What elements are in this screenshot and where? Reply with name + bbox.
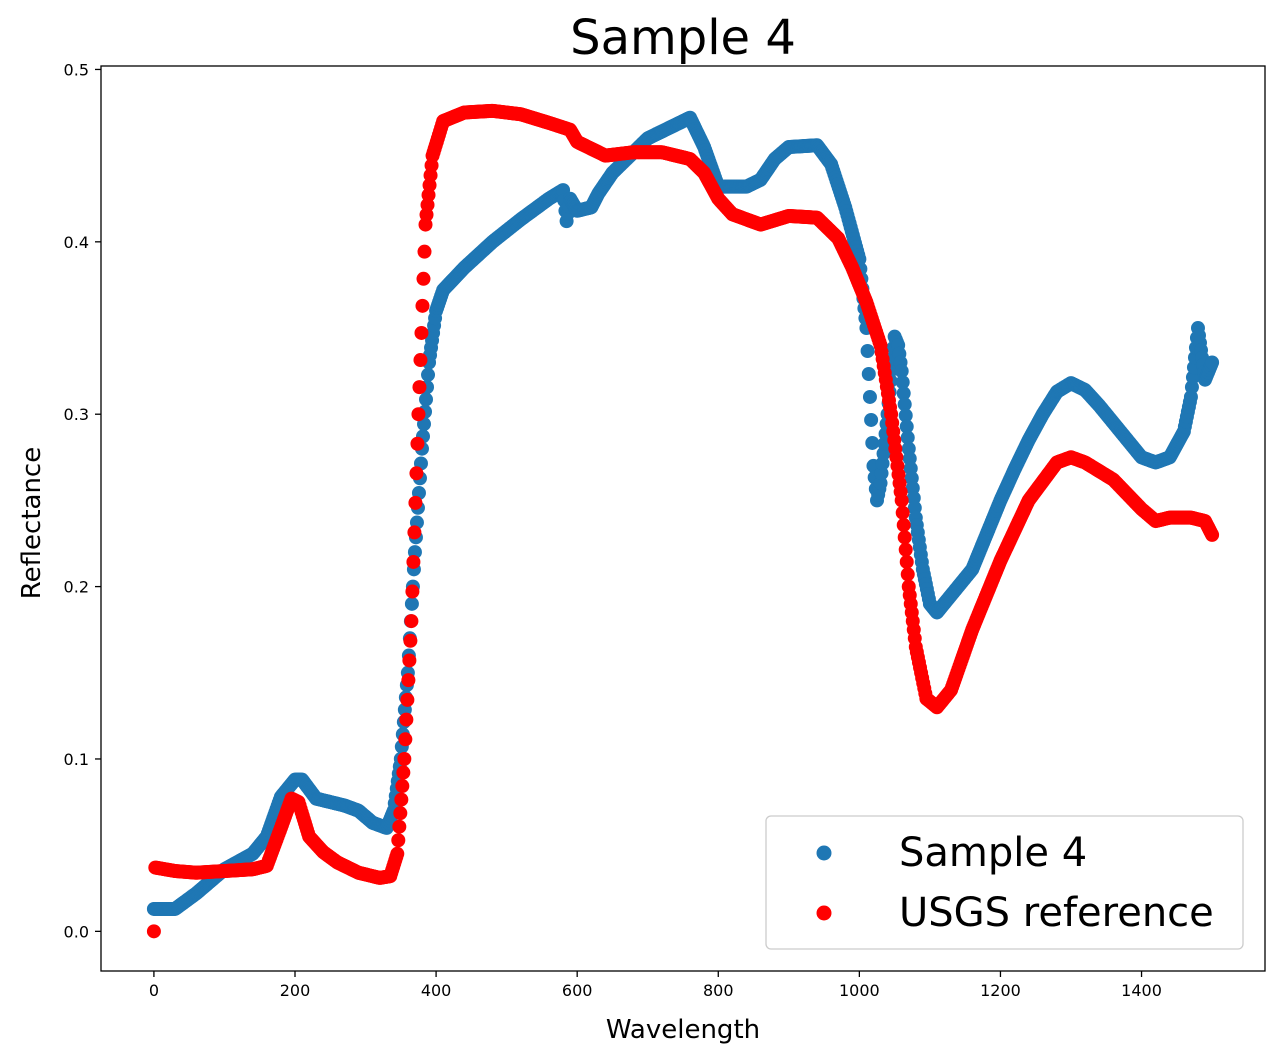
- data-point: [400, 692, 415, 707]
- legend-label-sample-4: Sample 4: [899, 830, 1087, 876]
- data-point: [409, 466, 424, 481]
- data-point: [398, 732, 413, 747]
- data-point: [894, 493, 909, 508]
- data-point: [405, 584, 420, 599]
- data-point: [900, 430, 915, 445]
- data-point: [898, 408, 913, 423]
- data-point: [900, 567, 915, 582]
- data-point: [865, 435, 880, 450]
- data-point: [896, 386, 911, 401]
- data-point: [414, 325, 429, 340]
- data-point: [896, 518, 911, 533]
- data-point: [412, 380, 427, 395]
- data-point: [415, 298, 430, 313]
- plot-area-frame: [100, 65, 1266, 972]
- y-tick-label: 0.1: [64, 750, 89, 769]
- data-point: [406, 554, 421, 569]
- x-tick-label: 0: [149, 981, 159, 1000]
- x-tick-label: 200: [280, 981, 311, 1000]
- data-point: [864, 412, 879, 427]
- data-point: [410, 436, 425, 451]
- chart-title: Sample 4: [570, 10, 796, 66]
- series-layer: [146, 103, 1220, 939]
- legend-marker-sample-4: [816, 845, 832, 861]
- data-point: [421, 367, 436, 382]
- data-point: [899, 554, 914, 569]
- legend-frame: [765, 815, 1244, 950]
- legend-label-usgs-reference: USGS reference: [899, 890, 1214, 936]
- data-point: [897, 530, 912, 545]
- data-point: [895, 375, 910, 390]
- y-axis: 0.0 0.1 0.2 0.3 0.4 0.5: [64, 60, 101, 941]
- data-point: [404, 614, 419, 629]
- data-point: [399, 712, 414, 727]
- y-axis-label: Reflectance: [17, 447, 47, 599]
- legend: Sample 4 USGS reference: [765, 815, 1244, 950]
- y-tick-label: 0.5: [64, 60, 89, 79]
- data-point: [860, 344, 875, 358]
- data-point: [403, 633, 418, 648]
- data-point: [146, 924, 161, 939]
- series-sample-4: [146, 110, 1220, 916]
- y-tick-label: 0.0: [64, 922, 89, 941]
- x-tick-label: 400: [421, 981, 452, 1000]
- x-tick-label: 1200: [980, 981, 1021, 1000]
- y-tick-label: 0.2: [64, 578, 89, 597]
- data-point: [394, 792, 409, 807]
- data-point: [401, 673, 416, 688]
- y-tick-label: 0.3: [64, 405, 89, 424]
- data-point: [395, 779, 410, 794]
- x-tick-label: 600: [562, 981, 593, 1000]
- legend-marker-usgs-reference: [816, 905, 832, 921]
- data-point: [417, 244, 432, 259]
- data-point: [408, 495, 423, 510]
- data-point: [411, 407, 426, 422]
- data-point: [895, 505, 910, 520]
- data-point: [861, 366, 876, 381]
- x-tick-label: 1000: [839, 981, 880, 1000]
- data-point: [1205, 527, 1220, 542]
- data-point: [402, 653, 417, 668]
- data-point: [899, 419, 914, 434]
- y-tick-label: 0.4: [64, 233, 89, 252]
- data-point: [416, 271, 431, 286]
- data-point: [407, 525, 422, 540]
- x-tick-label: 800: [703, 981, 734, 1000]
- x-tick-label: 1400: [1121, 981, 1162, 1000]
- data-point: [392, 819, 407, 834]
- data-point: [396, 765, 411, 780]
- data-point: [413, 353, 428, 368]
- series-usgs-reference: [146, 103, 1220, 939]
- x-axis-label: Wavelength: [606, 1015, 760, 1045]
- data-point: [419, 392, 434, 407]
- data-point: [391, 833, 406, 848]
- data-point: [897, 397, 912, 412]
- data-point: [862, 389, 877, 404]
- data-point: [404, 596, 419, 611]
- data-point: [397, 751, 412, 766]
- data-point: [1205, 355, 1220, 370]
- data-point: [898, 542, 913, 557]
- data-point: [393, 806, 408, 821]
- data-point: [390, 846, 405, 861]
- x-axis: 0 200 400 600 800 1000 1200 1400: [149, 971, 1162, 1000]
- data-point: [894, 364, 909, 379]
